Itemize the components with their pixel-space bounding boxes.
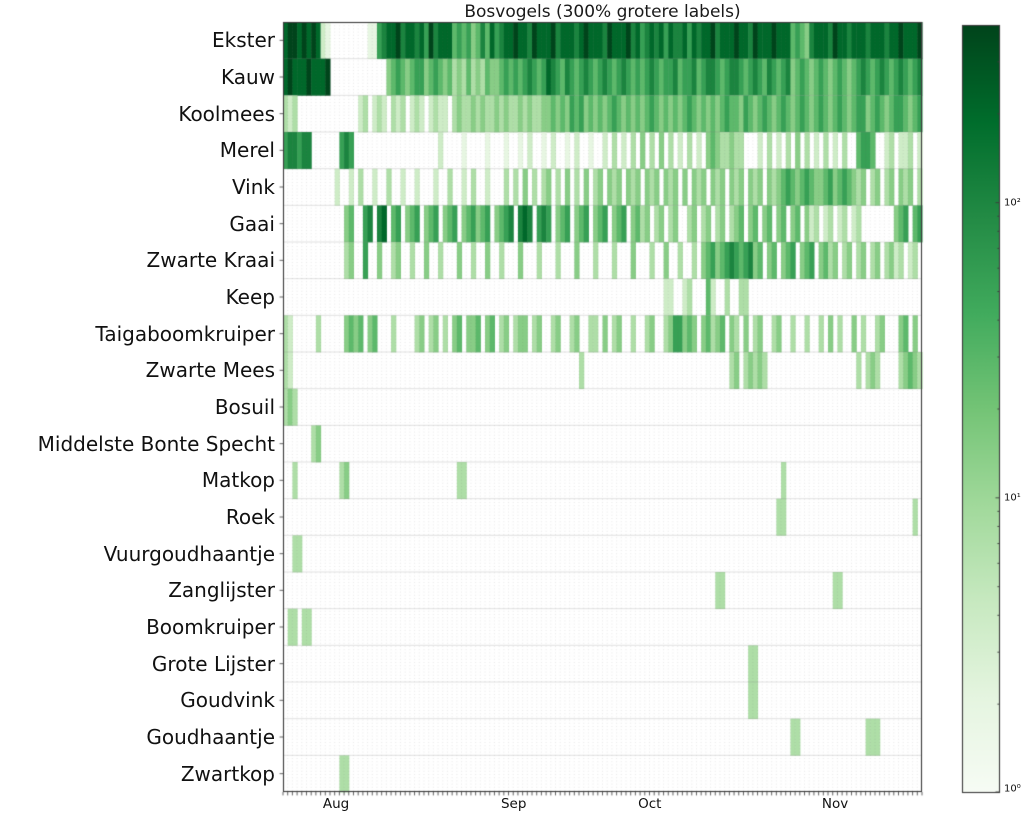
y-axis-label: Vink: [231, 175, 275, 199]
y-axis-label: Koolmees: [178, 101, 275, 126]
y-axis-label: Boomkruiper: [146, 615, 275, 639]
y-axis-label: Matkop: [201, 468, 275, 493]
y-axis-label: Gaai: [229, 211, 275, 236]
x-axis-label: Oct: [638, 796, 662, 812]
colorbar-tick-label: 10¹: [1004, 492, 1021, 504]
x-axis-label: Sep: [500, 796, 527, 812]
y-axis-label: Merel: [219, 138, 275, 163]
y-axis-label: Zwarte Kraai: [146, 248, 275, 273]
y-axis-label: Zanglijster: [168, 578, 275, 603]
y-axis-label: Grote Lijster: [151, 651, 275, 676]
colorbar-tick-label: 10²: [1004, 197, 1021, 209]
colorbar-tick-label: 10⁰: [1004, 783, 1021, 795]
y-axis-label: Goudhaantje: [146, 725, 275, 749]
y-axis-label: Goudvink: [180, 688, 275, 713]
y-axis-label: Middelste Bonte Specht: [37, 431, 275, 456]
y-axis-label: Zwartkop: [180, 761, 275, 786]
chart-title: Bosvogels (300% grotere labels): [464, 2, 741, 22]
x-axis-label: Aug: [322, 796, 350, 812]
y-axis-label: Zwarte Mees: [145, 358, 275, 383]
y-axis-label: Vuurgoudhaantje: [103, 541, 275, 566]
y-axis-label: Taigaboomkruiper: [95, 321, 275, 346]
y-axis-label: Roek: [225, 505, 275, 529]
y-axis-label: Keep: [225, 285, 275, 309]
x-axis-label: Nov: [821, 796, 849, 812]
y-axis-label: Ekster: [211, 28, 275, 53]
y-axis-label: Bosuil: [214, 395, 275, 419]
y-axis-label: Kauw: [220, 65, 275, 89]
